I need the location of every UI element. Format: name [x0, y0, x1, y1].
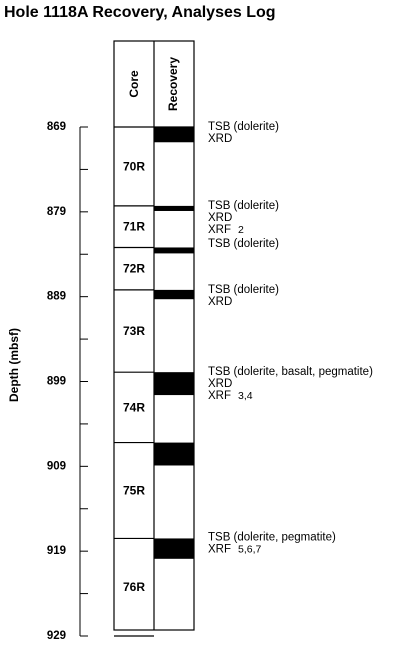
depth-ticks [80, 126, 88, 637]
depth-tick-labels: 869 879 889 899 909 919 929 [47, 121, 66, 642]
core-label: 73R [123, 324, 145, 338]
core-column-header: Core [127, 70, 141, 98]
recovery-bar [154, 247, 194, 254]
depth-tick-label: 929 [47, 630, 66, 642]
annotation-line: TSB (dolerite) [208, 238, 279, 250]
core-label: 75R [123, 484, 145, 498]
recovery-bar [154, 538, 194, 559]
recovery-bar [154, 442, 194, 466]
depth-axis-label: Depth (mbsf) [7, 328, 21, 402]
depth-tick-label: 909 [47, 460, 66, 472]
core-label: 74R [123, 400, 145, 414]
core-label: 71R [123, 220, 145, 234]
annotation-line: XRD [208, 378, 232, 390]
depth-tick-label: 899 [47, 376, 66, 388]
core-label: 70R [123, 159, 145, 173]
recovery-bar [154, 127, 194, 143]
annotation-line: TSB (dolerite) [208, 284, 279, 296]
annotation-line: XRF 5,6,7 [208, 544, 262, 556]
annotation-line: TSB (dolerite, pegmatite) [208, 532, 336, 544]
recovery-bar [154, 289, 194, 300]
annotation-line: XRF 3,4 [208, 390, 253, 402]
core-intervals: 70R 71R 72R 73R 74R 75R 76R [114, 159, 154, 637]
depth-tick-label: 919 [47, 545, 66, 557]
recovery-bar [154, 372, 194, 396]
annotation-line: TSB (dolerite, basalt, pegmatite) [208, 366, 373, 378]
depth-tick-label: 879 [47, 206, 66, 218]
annotation-line: TSB (dolerite) [208, 200, 279, 212]
annotation-line: TSB (dolerite) [208, 121, 279, 133]
recovery-intervals [154, 127, 194, 559]
core-label: 76R [123, 580, 145, 594]
diagram-title: Hole 1118A Recovery, Analyses Log [4, 4, 276, 21]
core-label: 72R [123, 262, 145, 276]
annotation-line: XRD [208, 133, 232, 145]
depth-tick-label: 869 [47, 121, 66, 133]
annotation-line: XRF 2 [208, 224, 244, 236]
recovery-bar [154, 205, 194, 211]
depth-tick-label: 889 [47, 291, 66, 303]
annotation-line: XRD [208, 212, 232, 224]
recovery-column-header: Recovery [166, 57, 180, 111]
annotation-line: XRD [208, 296, 232, 308]
